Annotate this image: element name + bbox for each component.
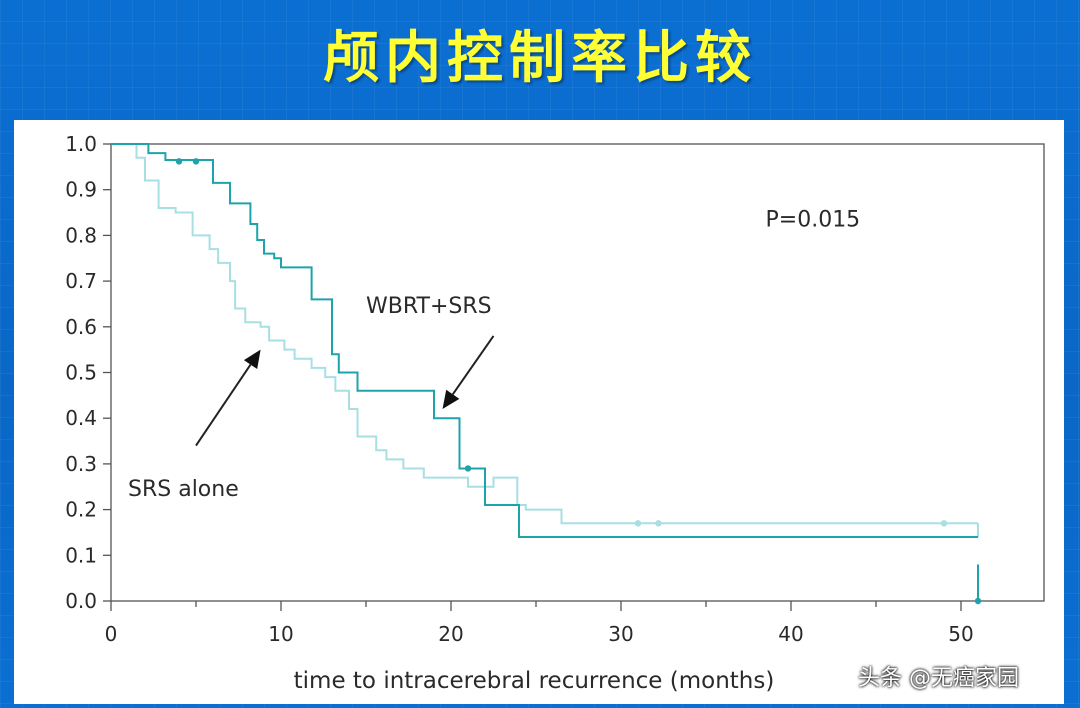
survival-curves xyxy=(111,143,982,605)
censor-mark-srs-alone xyxy=(940,520,948,527)
y-tick-label: 1.0 xyxy=(65,132,97,156)
censor-mark-wbrt-srs xyxy=(175,158,183,165)
y-tick-label: 0.6 xyxy=(65,315,97,339)
annotations: P=0.015 WBRT+SRS SRS alone xyxy=(128,207,860,502)
y-tick-label: 0.2 xyxy=(65,498,97,522)
censor-mark-srs-alone xyxy=(634,520,642,527)
arrow-shaft-wbrt-srs xyxy=(451,335,495,395)
y-tick-label: 0.5 xyxy=(65,361,97,385)
x-tick-label: 0 xyxy=(105,622,118,646)
wbrt-srs-label: WBRT+SRS xyxy=(366,294,492,319)
y-tick-label: 0.9 xyxy=(65,178,97,202)
kaplan-meier-chart: 1.0 0.9 0.8 0.7 0.6 0.5 0.4 0.3 0.2 0.1 0.0 0 10 20 30… xyxy=(65,132,1045,694)
arrow-head-srs-alone xyxy=(243,349,261,370)
y-tick-label: 0.7 xyxy=(65,269,97,293)
y-tick-label: 0.8 xyxy=(65,223,97,247)
srs-alone-label: SRS alone xyxy=(128,477,239,502)
y-tick-label: 0.4 xyxy=(65,406,97,430)
chart-panel: 1.0 0.9 0.8 0.7 0.6 0.5 0.4 0.3 0.2 0.1 0.0 0 10 20 30… xyxy=(14,120,1064,704)
series-line-wbrt-srs xyxy=(111,143,978,539)
y-tick-label: 0.0 xyxy=(65,589,97,613)
y-tick-label: 0.3 xyxy=(65,452,97,476)
annotation-arrows xyxy=(195,335,495,447)
x-tick-label: 20 xyxy=(438,622,463,646)
y-tick-label: 0.1 xyxy=(65,543,97,567)
series-line-srs-alone xyxy=(111,143,978,525)
censor-mark-wbrt-srs xyxy=(464,465,472,472)
watermark: 头条 @无癌家园 xyxy=(858,666,1019,691)
censor-mark-wbrt-srs xyxy=(192,158,200,165)
p-value-label: P=0.015 xyxy=(766,207,861,232)
x-axis-title: time to intracerebral recurrence (months… xyxy=(294,668,775,694)
axes: 1.0 0.9 0.8 0.7 0.6 0.5 0.4 0.3 0.2 0.1 0.0 0 10 20 30… xyxy=(65,132,1045,694)
slide-title: 颅内控制率比较 xyxy=(323,25,757,91)
arrow-shaft-srs-alone xyxy=(195,364,252,447)
x-tick-label: 40 xyxy=(778,622,803,646)
x-tick-label: 30 xyxy=(608,622,633,646)
x-tick-label: 50 xyxy=(948,622,973,646)
x-tick-label: 10 xyxy=(268,622,293,646)
arrow-head-wbrt-srs xyxy=(442,389,460,410)
censor-mark-wbrt-srs xyxy=(974,597,982,605)
censor-mark-srs-alone xyxy=(655,520,662,527)
